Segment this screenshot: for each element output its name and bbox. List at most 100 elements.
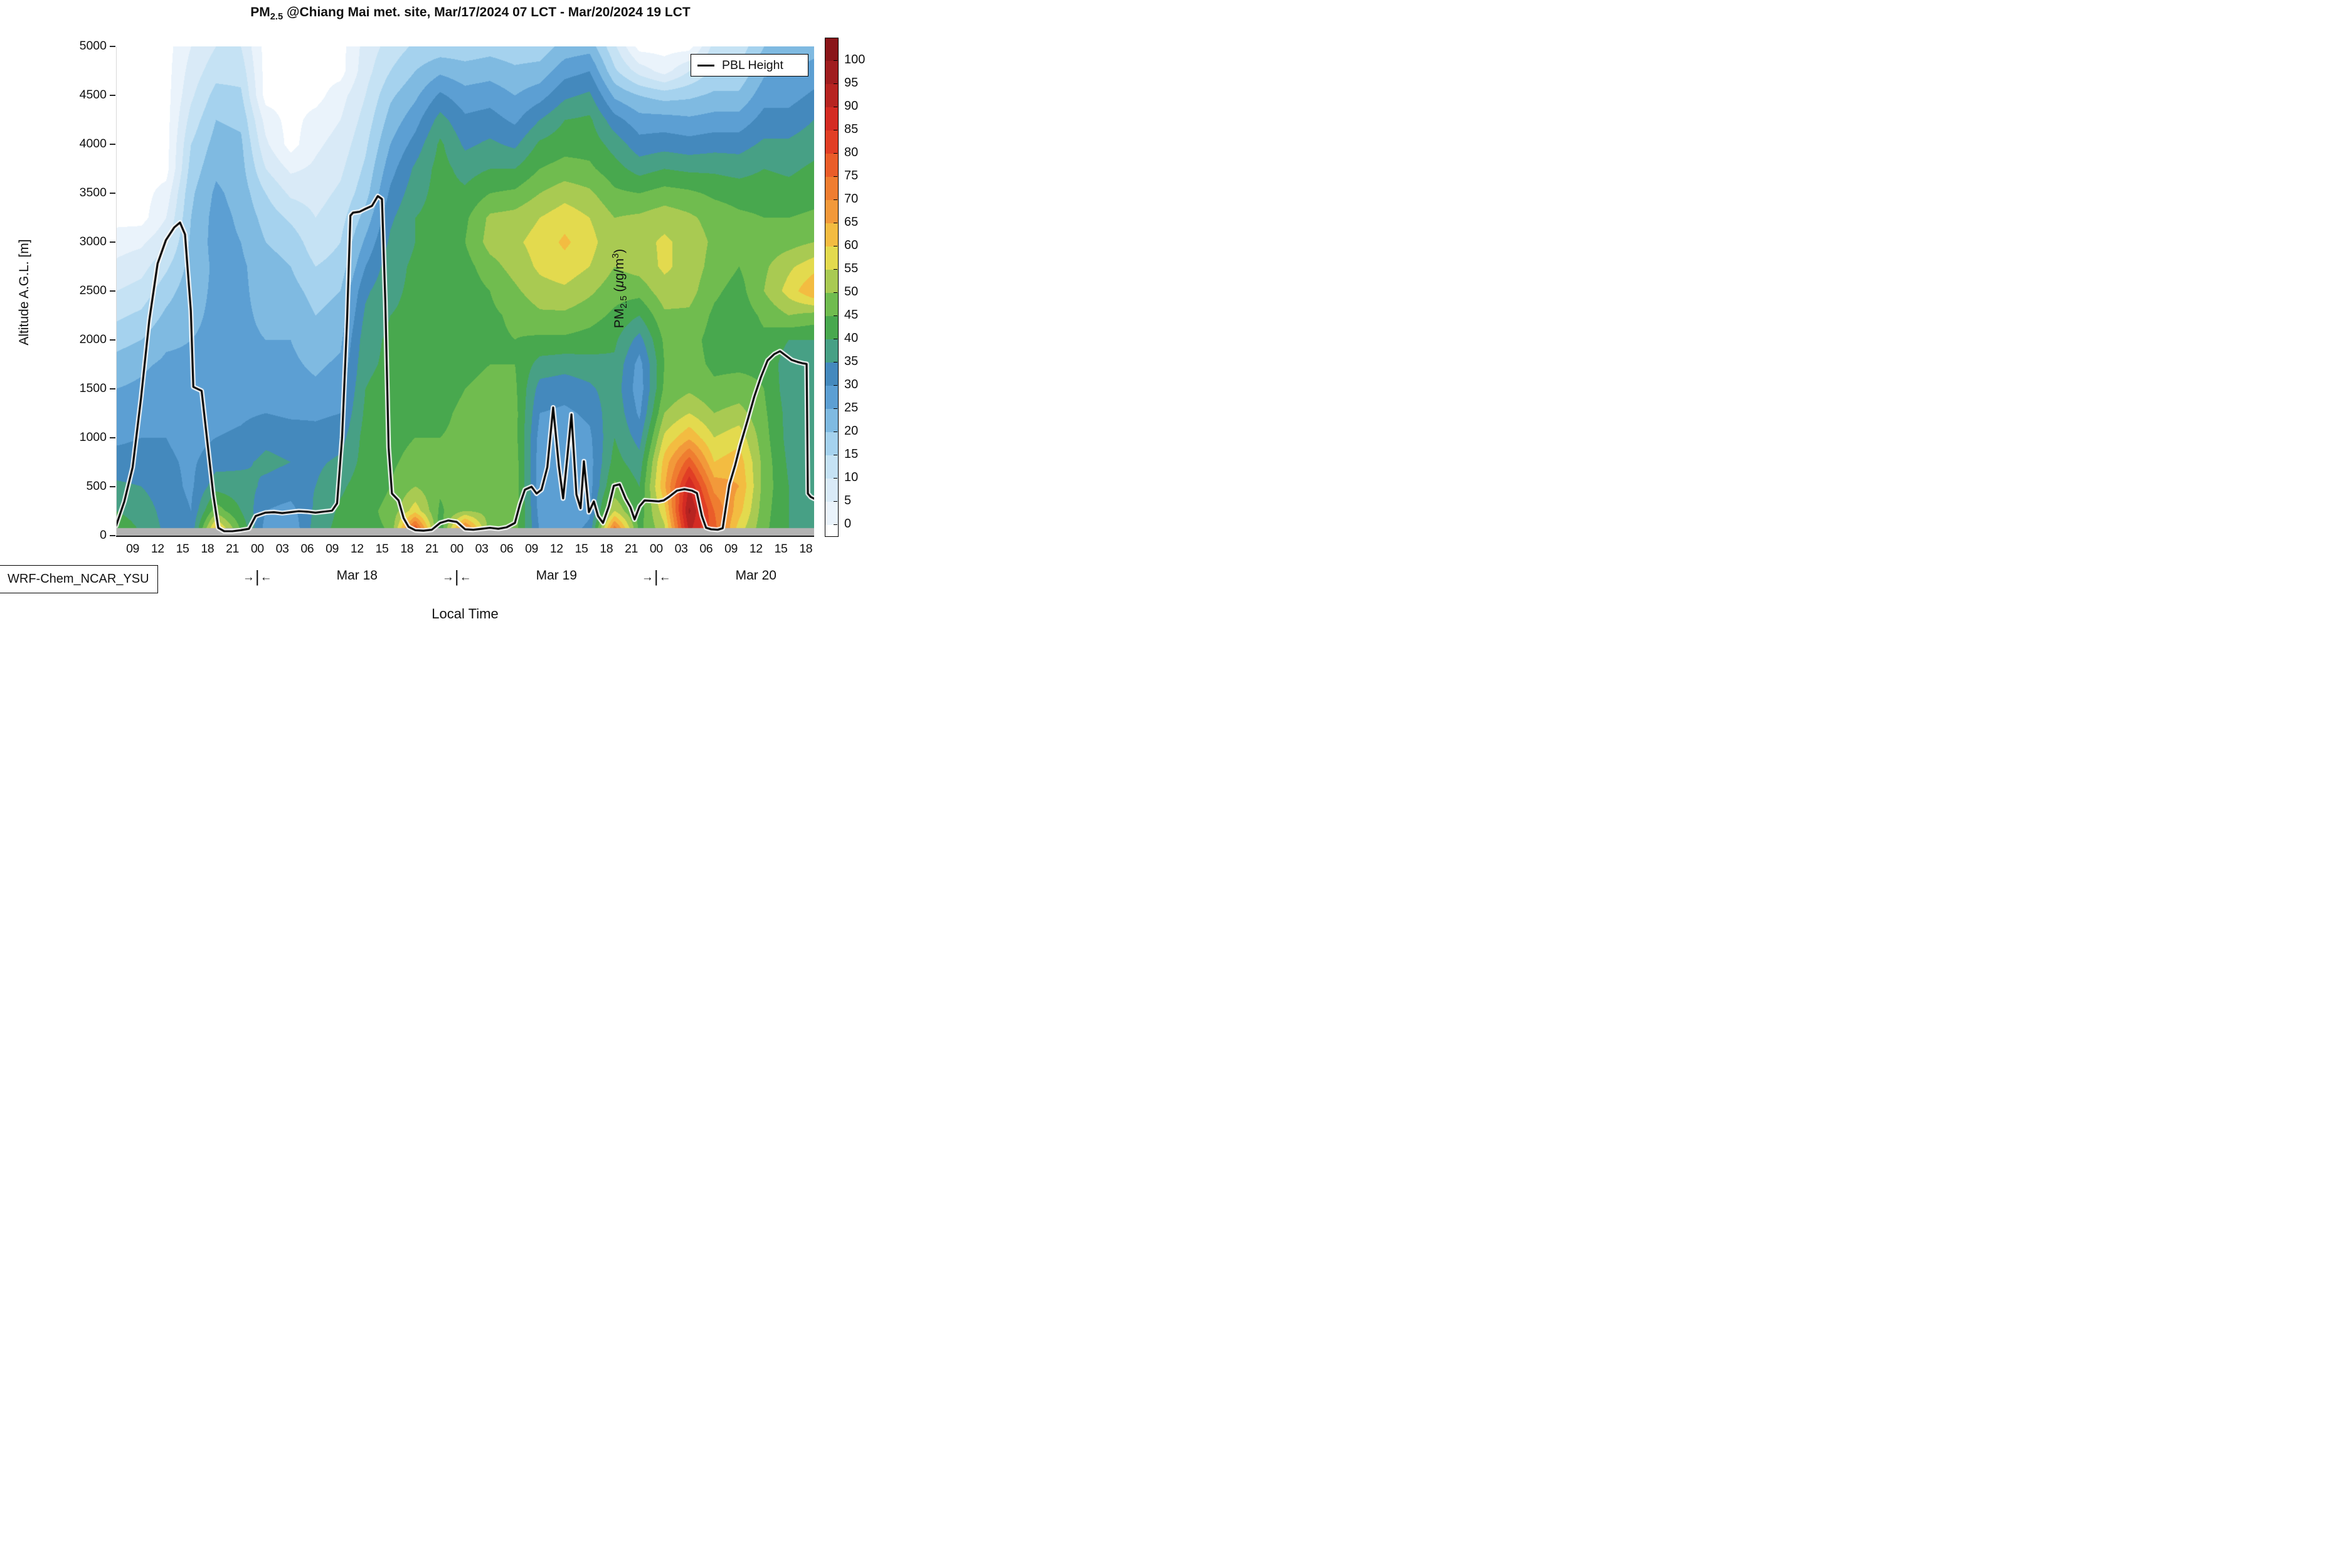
y-tick <box>110 486 115 487</box>
colorbar-segment <box>825 61 838 84</box>
colorbar-tick <box>834 152 837 154</box>
cb-title-sup: 3 <box>611 253 621 258</box>
colorbar-tick <box>834 199 837 200</box>
contour-plot-canvas <box>116 46 814 536</box>
colorbar-tick <box>834 292 837 293</box>
colorbar-segment <box>825 363 838 386</box>
colorbar-tick-label: 20 <box>844 424 859 438</box>
cb-title-close: ) <box>612 248 627 253</box>
x-tick-label: 09 <box>525 542 538 556</box>
y-tick <box>110 535 115 536</box>
colorbar-segment <box>825 223 838 246</box>
day-separator: → | ← <box>442 567 472 587</box>
colorbar-tick-label: 70 <box>844 192 859 206</box>
x-tick-label: 15 <box>575 542 588 556</box>
x-tick-label: 15 <box>774 542 788 556</box>
pbl-line-icon <box>697 64 714 66</box>
colorbar-segment <box>825 455 838 479</box>
colorbar-tick-label: 40 <box>844 331 859 345</box>
colorbar-tick <box>834 315 837 316</box>
colorbar-segment <box>825 130 838 154</box>
colorbar-tick <box>834 129 837 130</box>
x-tick-label: 21 <box>425 542 438 556</box>
x-tick-label: 06 <box>500 542 514 556</box>
x-tick-label: 12 <box>151 542 164 556</box>
figure: PM2.5 @Chiang Mai met. site, Mar/17/2024… <box>0 0 941 627</box>
cb-title-pm: PM <box>612 308 627 329</box>
colorbar-tick-label: 65 <box>844 215 859 229</box>
colorbar-segment <box>825 502 838 525</box>
y-tick-label: 5000 <box>79 39 107 53</box>
pbl-legend-label: PBL Height <box>722 58 783 72</box>
day-separator-right-arrow: ← <box>459 570 472 584</box>
y-tick-label: 3000 <box>79 235 107 248</box>
day-separator: → | ← <box>641 567 671 587</box>
cb-title-sub: 2.5 <box>619 295 630 309</box>
day-separator-bar: | <box>255 567 260 586</box>
colorbar-tick <box>834 431 837 432</box>
y-tick-label: 4500 <box>79 88 107 102</box>
date-label: Mar 19 <box>536 568 577 583</box>
x-tick-label: 12 <box>749 542 763 556</box>
colorbar-tick <box>834 524 837 525</box>
colorbar-tick <box>834 384 837 386</box>
colorbar-tick-label: 50 <box>844 285 859 299</box>
colorbar-tick-label: 15 <box>844 447 859 461</box>
day-separator-left-arrow: → <box>442 570 454 584</box>
y-tick-label: 4000 <box>79 137 107 151</box>
x-tick-label: 03 <box>674 542 688 556</box>
colorbar-segment <box>825 246 838 270</box>
x-tick-label: 06 <box>300 542 314 556</box>
y-tick-label: 1000 <box>79 430 107 444</box>
day-separator-right-arrow: ← <box>260 570 272 584</box>
y-tick-label: 500 <box>86 479 107 493</box>
colorbar-segment <box>825 270 838 293</box>
x-tick-label: 12 <box>350 542 364 556</box>
y-tick <box>110 144 115 145</box>
colorbar-tick <box>834 106 837 107</box>
title-pm: PM <box>250 5 270 19</box>
colorbar-segment <box>825 154 838 177</box>
colorbar-tick-label: 35 <box>844 354 859 368</box>
x-tick-label: 00 <box>250 542 264 556</box>
colorbar-segment <box>825 38 838 61</box>
colorbar-tick-label: 90 <box>844 99 859 113</box>
colorbar-tick <box>834 454 837 455</box>
x-tick-label: 09 <box>126 542 139 556</box>
day-separator: → | ← <box>243 567 272 587</box>
colorbar-tick <box>834 176 837 177</box>
colorbar-segment <box>825 409 838 432</box>
colorbar-segment <box>825 339 838 363</box>
cb-title-unit: g/m <box>612 258 627 280</box>
day-separator-left-arrow: → <box>641 570 654 584</box>
title-subscript: 2.5 <box>270 12 283 23</box>
day-separator-bar: | <box>654 567 659 586</box>
x-axis-spine <box>116 536 814 537</box>
colorbar-segment <box>825 386 838 409</box>
colorbar-tick <box>834 83 837 84</box>
y-tick-label: 2000 <box>79 332 107 346</box>
plot-area <box>116 46 814 536</box>
x-axis-label: Local Time <box>432 606 499 622</box>
x-tick-label: 09 <box>724 542 738 556</box>
date-label: Mar 18 <box>336 568 378 583</box>
colorbar-tick <box>834 60 837 61</box>
colorbar-segment <box>825 107 838 130</box>
colorbar-tick <box>834 268 837 270</box>
colorbar-title: PM2.5 (μg/m3) <box>611 232 849 345</box>
x-tick-label: 12 <box>549 542 563 556</box>
colorbar-tick-label: 100 <box>844 53 866 66</box>
colorbar-segment <box>825 525 838 536</box>
y-tick <box>110 193 115 194</box>
colorbar-tick-label: 85 <box>844 122 859 136</box>
colorbar-tick <box>834 361 837 363</box>
x-tick-label: 00 <box>450 542 464 556</box>
x-tick-label: 21 <box>226 542 239 556</box>
x-tick-label: 00 <box>649 542 663 556</box>
colorbar-segment <box>825 200 838 223</box>
colorbar-tick-label: 95 <box>844 76 859 90</box>
title-rest: @Chiang Mai met. site, Mar/17/2024 07 LC… <box>283 5 691 19</box>
colorbar-tick-label: 5 <box>844 494 852 507</box>
x-tick-label: 18 <box>600 542 613 556</box>
colorbar-tick-label: 25 <box>844 401 859 415</box>
